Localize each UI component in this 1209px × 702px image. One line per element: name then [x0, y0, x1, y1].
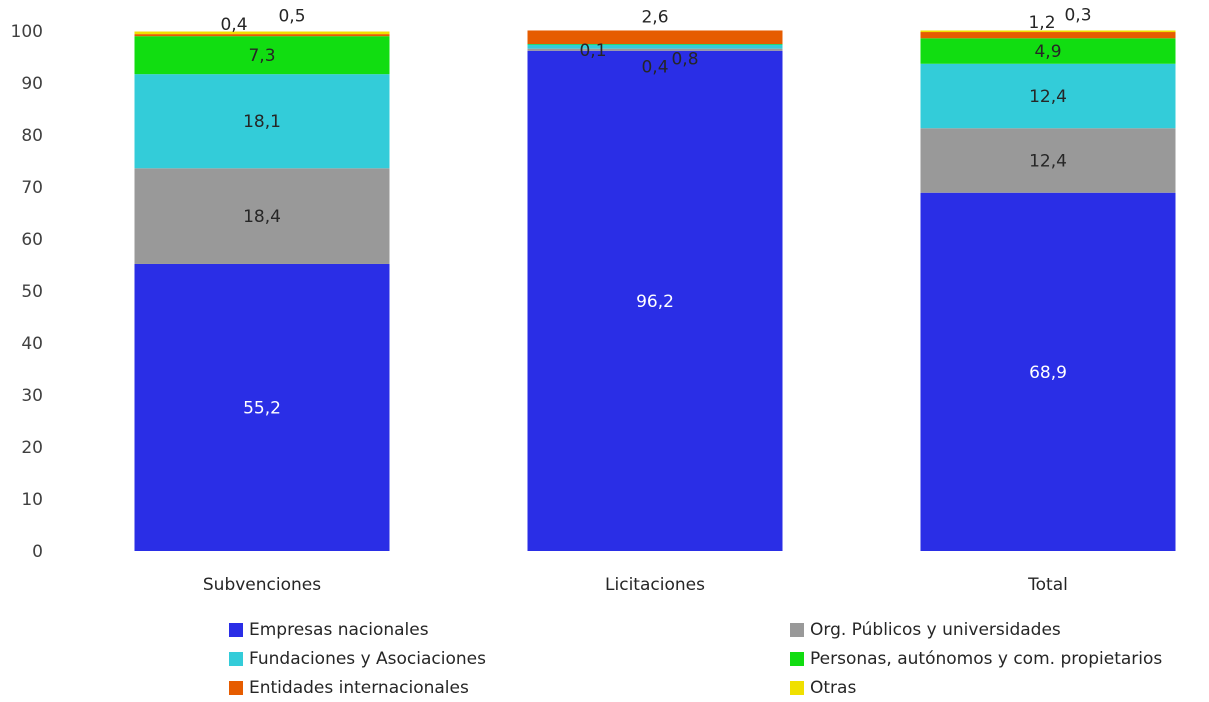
- data-label: 0,8: [671, 50, 698, 70]
- y-tick-label: 40: [21, 334, 43, 354]
- bar-segment: [527, 30, 783, 44]
- y-tick-label: 20: [21, 438, 43, 458]
- y-tick-label: 50: [21, 282, 43, 302]
- data-label: 0,4: [220, 15, 247, 35]
- bar-segment: [134, 34, 390, 37]
- bar-segment: [134, 36, 390, 75]
- y-axis: 0 10 20 30 40 50 60 70 80 90 100: [11, 22, 43, 562]
- bar-segment: [527, 50, 783, 551]
- y-tick-label: 10: [21, 490, 43, 510]
- data-labels: 55,218,418,17,30,4 0,596,20,4 0,80,12,668,…: [220, 5, 1091, 418]
- data-label: 7,3: [248, 46, 275, 66]
- data-label: 2,6: [641, 7, 668, 27]
- data-label: 55,2: [243, 398, 281, 418]
- bar-segment: [527, 44, 783, 45]
- bar-segment: [527, 44, 783, 49]
- x-axis: Subvenciones Licitaciones Total: [203, 575, 1068, 595]
- y-tick-label: 60: [21, 230, 43, 250]
- bar-segment: [920, 128, 1176, 193]
- bar-segment: [134, 31, 390, 35]
- data-label: 18,1: [243, 112, 281, 132]
- bar-segment: [920, 30, 1176, 33]
- x-category-label: Subvenciones: [203, 575, 321, 595]
- data-label: 0,1: [579, 41, 606, 61]
- y-tick-label: 90: [21, 74, 43, 94]
- data-label: 68,9: [1029, 363, 1067, 383]
- data-label: 12,4: [1029, 151, 1067, 171]
- y-tick-label: 0: [32, 542, 43, 562]
- bar-segment: [920, 63, 1176, 129]
- data-label: 1,2: [1028, 13, 1055, 33]
- y-tick-label: 100: [11, 22, 43, 42]
- data-label: 12,4: [1029, 87, 1067, 107]
- data-label: 0,5: [278, 7, 305, 27]
- bars: [134, 30, 1176, 551]
- bar-segment: [920, 38, 1176, 64]
- x-category-label: Licitaciones: [605, 575, 705, 595]
- data-label: 96,2: [636, 292, 674, 312]
- y-tick-label: 70: [21, 178, 43, 198]
- bar-segment: [920, 192, 1176, 551]
- bar-segment: [920, 32, 1176, 39]
- bar-segment: [527, 48, 783, 51]
- x-category-label: Total: [1027, 575, 1068, 595]
- data-label: 0,3: [1064, 5, 1091, 25]
- y-tick-label: 80: [21, 126, 43, 146]
- y-tick-label: 30: [21, 386, 43, 406]
- bar-segment: [134, 168, 390, 264]
- bar-segment: [134, 263, 390, 551]
- bar-segment: [134, 74, 390, 169]
- data-label: 4,9: [1034, 42, 1061, 62]
- data-label: 0,4: [641, 58, 668, 78]
- data-label: 18,4: [243, 207, 281, 227]
